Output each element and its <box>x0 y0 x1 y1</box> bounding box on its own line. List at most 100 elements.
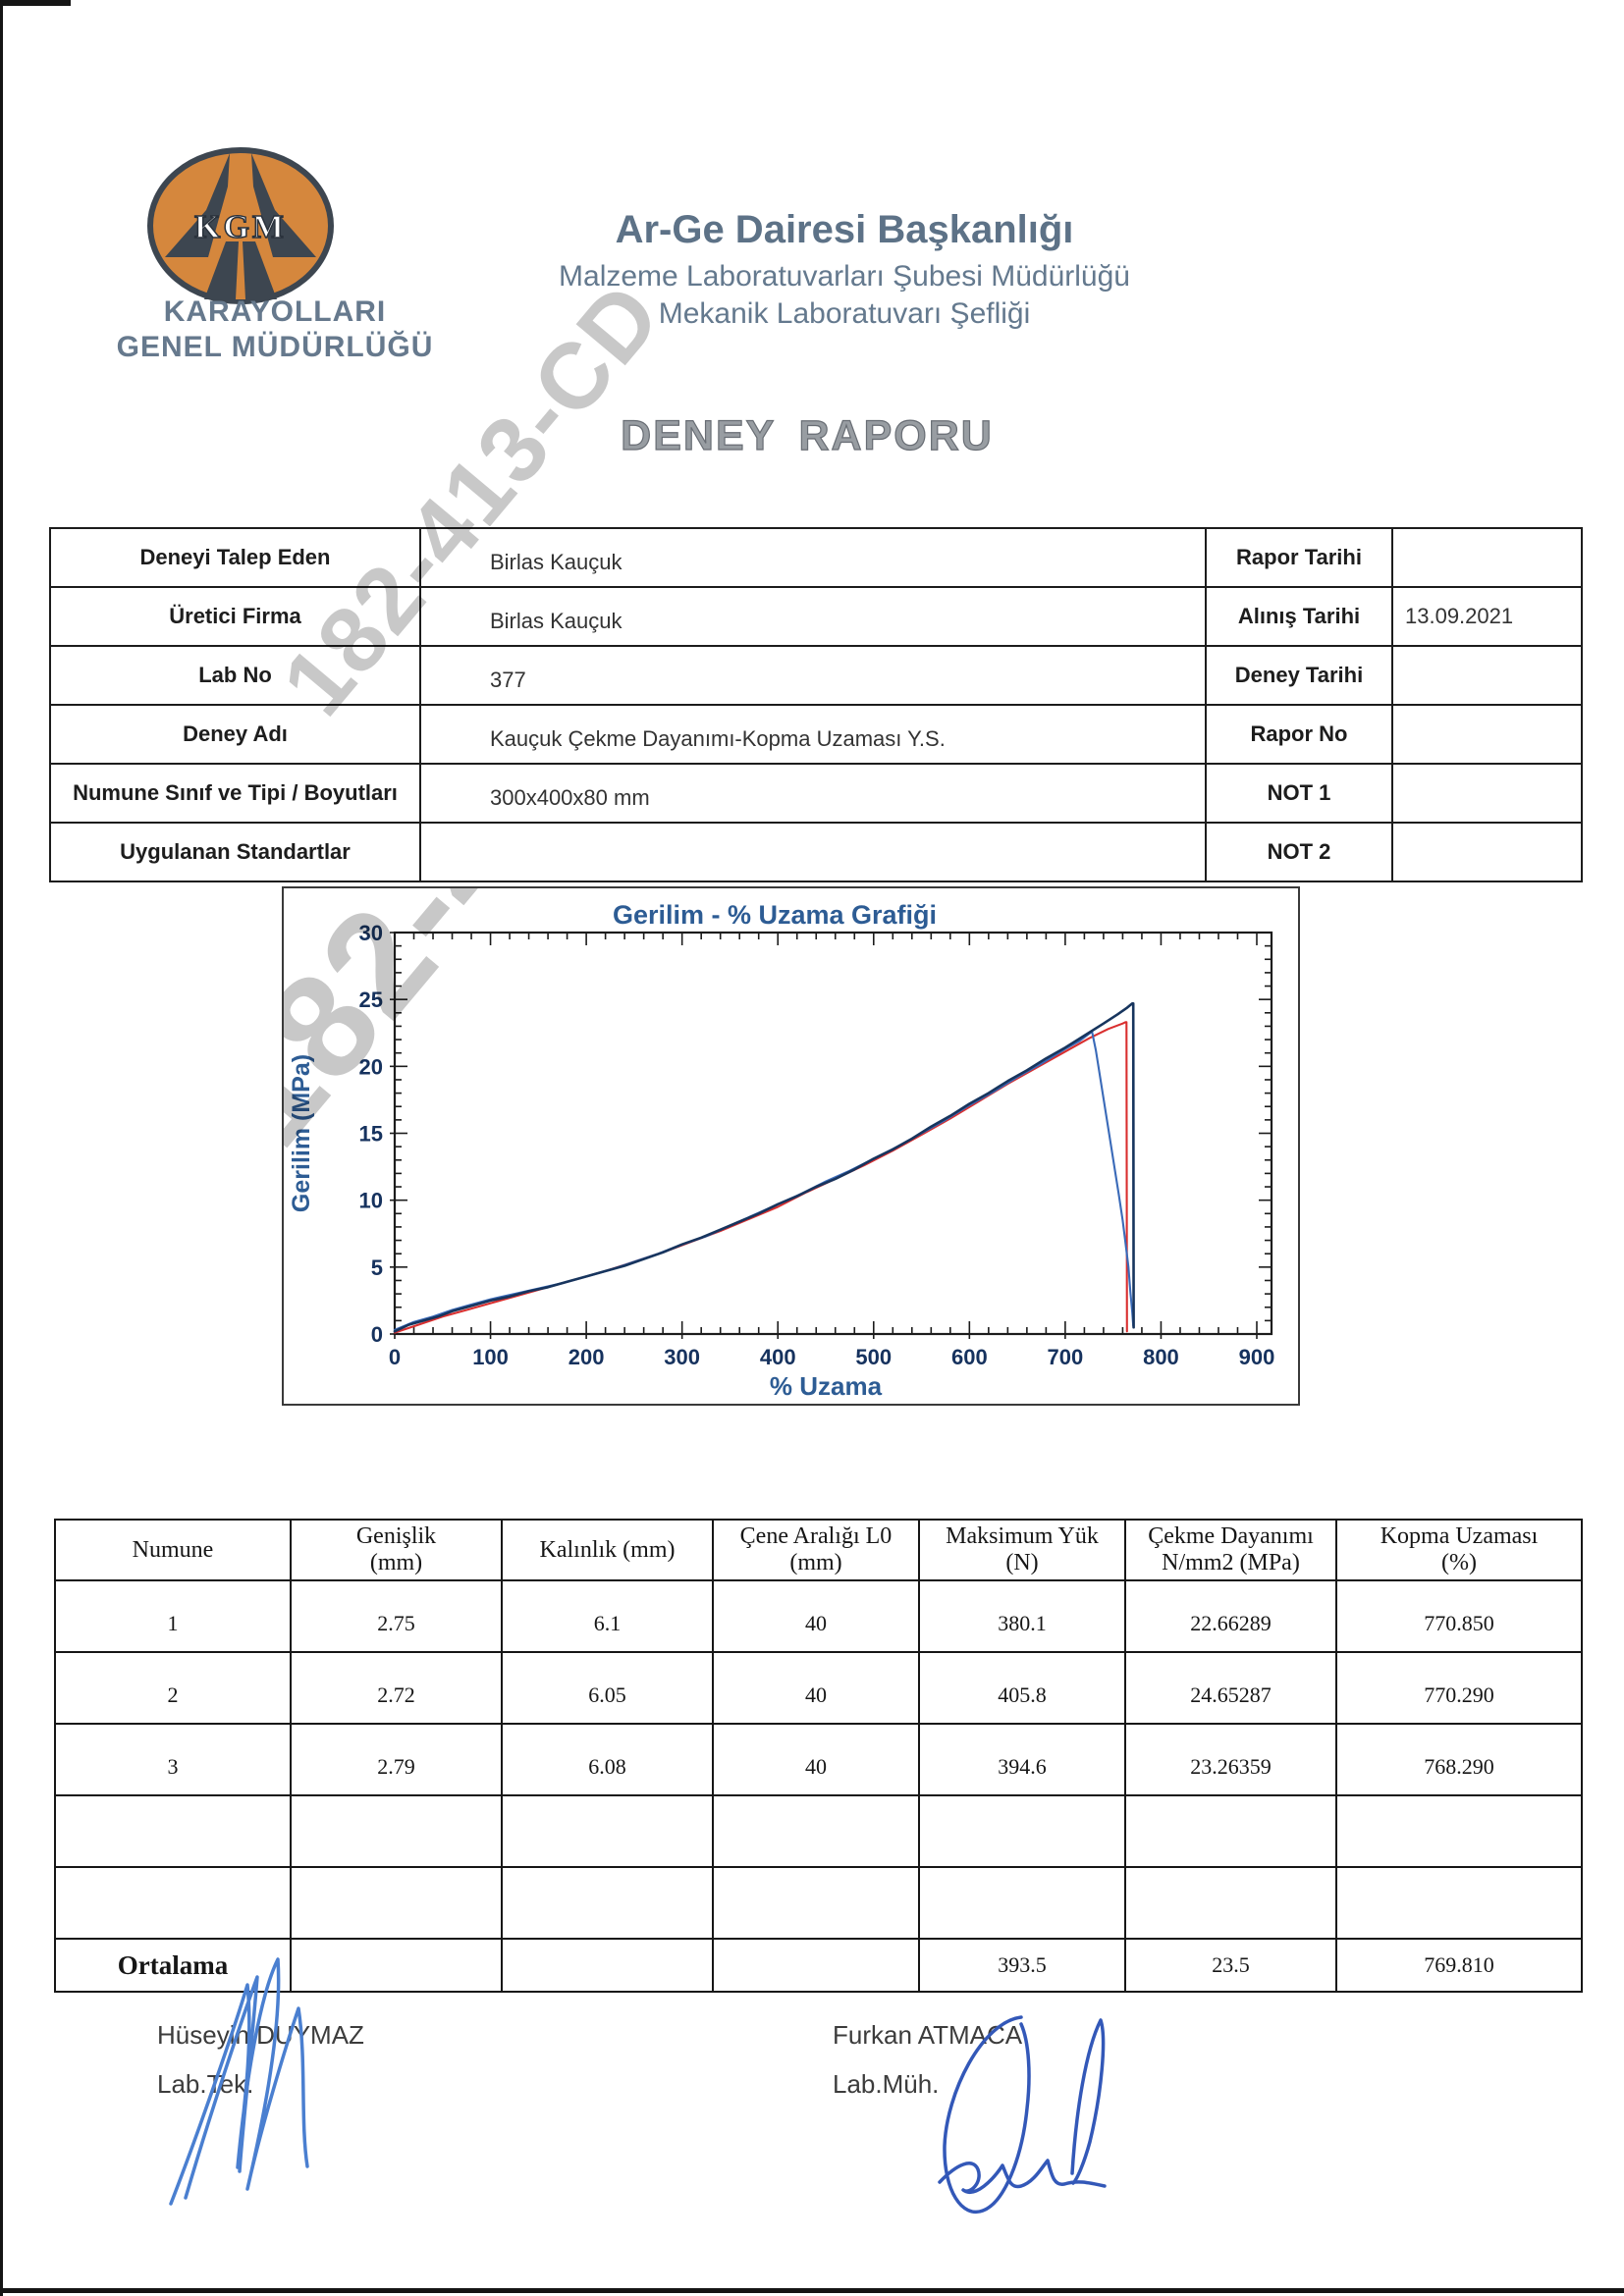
info-row: Numune Sınıf ve Tipi / Boyutları 300x400x… <box>49 763 1583 824</box>
results-data-cell <box>1124 1866 1337 1940</box>
results-data-cell <box>54 1866 292 1940</box>
results-data-cell: 40 <box>712 1723 920 1796</box>
info-value-cell <box>419 822 1207 882</box>
svg-text:100: 100 <box>472 1345 509 1369</box>
info-label-cell: Uygulanan Standartlar <box>49 822 421 882</box>
svg-text:15: 15 <box>359 1122 383 1147</box>
results-data-cell: 2.75 <box>290 1579 503 1653</box>
info-value2-cell <box>1391 763 1583 824</box>
results-data-row <box>54 1866 1583 1940</box>
info-value-cell: Kauçuk Çekme Dayanımı-Kopma Uzaması Y.S. <box>419 704 1207 765</box>
results-data-cell <box>290 1866 503 1940</box>
info-label2-cell: Rapor No <box>1205 704 1393 765</box>
info-label2-cell: NOT 1 <box>1205 763 1393 824</box>
svg-text:0: 0 <box>371 1322 383 1347</box>
results-data-cell <box>54 1794 292 1868</box>
results-data-cell: 6.1 <box>501 1579 714 1653</box>
info-value-cell: Birlas Kauçuk <box>419 527 1207 588</box>
info-value-cell: 377 <box>419 645 1207 706</box>
department-header: Ar-Ge Dairesi Başkanlığı Malzeme Laborat… <box>471 206 1218 332</box>
svg-text:25: 25 <box>359 988 383 1012</box>
results-data-cell: 23.26359 <box>1124 1723 1337 1796</box>
average-value-cell <box>501 1938 714 1993</box>
svg-text:0: 0 <box>389 1345 401 1369</box>
results-header-cell: Numune <box>54 1519 292 1581</box>
page-title: DENEY RAPORU <box>621 411 994 459</box>
svg-text:Gerilim (MPa): Gerilim (MPa) <box>288 1054 315 1212</box>
info-value-cell: Birlas Kauçuk <box>419 586 1207 647</box>
svg-text:30: 30 <box>359 921 383 945</box>
results-data-cell: 3 <box>54 1723 292 1796</box>
scan-edge-top-left <box>0 0 71 6</box>
department-line2: Malzeme Laboratuvarları Şubesi Müdürlüğü <box>559 260 1130 293</box>
results-average-row: Ortalama 393.5 23.5 769.810 <box>54 1938 1583 1993</box>
scan-edge-left <box>0 0 3 2296</box>
results-header-cell: Maksimum Yük (N) <box>918 1519 1126 1581</box>
average-value-cell <box>290 1938 503 1993</box>
results-data-cell <box>1124 1794 1337 1868</box>
results-data-cell <box>918 1794 1126 1868</box>
results-data-row <box>54 1794 1583 1868</box>
results-header-cell: Kalınlık (mm) <box>501 1519 714 1581</box>
svg-text:5: 5 <box>371 1255 383 1280</box>
results-data-cell: 6.05 <box>501 1651 714 1725</box>
signer-name: Furkan ATMACA <box>833 2020 1023 2050</box>
results-data-cell <box>501 1794 714 1868</box>
results-data-cell: 768.290 <box>1335 1723 1583 1796</box>
results-data-cell: 2.79 <box>290 1723 503 1796</box>
results-data-cell: 2 <box>54 1651 292 1725</box>
results-data-cell: 24.65287 <box>1124 1651 1337 1725</box>
results-header-cell: Genişlik (mm) <box>290 1519 503 1581</box>
signature-block-engineer: Furkan ATMACA Lab.Müh. <box>833 2010 1022 2109</box>
kgm-logo-icon: KGM <box>147 147 334 304</box>
results-data-cell: 405.8 <box>918 1651 1126 1725</box>
results-data-cell <box>712 1866 920 1940</box>
series-Numune 3 <box>393 1021 1128 1334</box>
results-data-row: 3 2.79 6.08 40 394.6 23.26359 768.290 <box>54 1723 1583 1796</box>
svg-text:400: 400 <box>760 1345 796 1369</box>
average-value-cell <box>712 1938 920 1993</box>
results-data-cell: 2.72 <box>290 1651 503 1725</box>
info-row: Deneyi Talep Eden Birlas Kauçuk Rapor Tari… <box>49 527 1583 588</box>
results-data-cell <box>918 1866 1126 1940</box>
info-value-cell: 300x400x80 mm <box>419 763 1207 824</box>
info-label2-cell: NOT 2 <box>1205 822 1393 882</box>
results-header-cell: Çekme Dayanımı N/mm2 (MPa) <box>1124 1519 1337 1581</box>
info-table: Deneyi Talep Eden Birlas Kauçuk Rapor Tari… <box>49 527 1583 882</box>
average-value-cell: 393.5 <box>918 1938 1126 1993</box>
signer-title: Lab.Müh. <box>833 2069 940 2099</box>
stress-strain-chart: Gerilim - % Uzama Grafiği 0 100 200 300 400 50… <box>282 886 1300 1406</box>
info-label2-cell: Rapor Tarihi <box>1205 527 1393 588</box>
average-value-cell: 23.5 <box>1124 1938 1337 1993</box>
results-data-cell <box>1335 1794 1583 1868</box>
results-data-cell: 770.290 <box>1335 1651 1583 1725</box>
signature-block-technician: Hüseyin DUYMAZ Lab.Tek. <box>157 2010 364 2109</box>
results-table: Numune Genişlik (mm) Kalınlık (mm) Çene Aral… <box>54 1519 1583 1993</box>
info-row: Deney Adı Kauçuk Çekme Dayanımı-Kopma Uza… <box>49 704 1583 765</box>
info-row: Lab No 377 Deney Tarihi <box>49 645 1583 706</box>
org-name-line2: GENEL MÜDÜRLÜĞÜ <box>116 331 434 363</box>
info-value2-cell <box>1391 645 1583 706</box>
svg-text:800: 800 <box>1143 1345 1179 1369</box>
svg-text:200: 200 <box>568 1345 605 1369</box>
results-data-cell <box>712 1794 920 1868</box>
info-label-cell: Deneyi Talep Eden <box>49 527 421 588</box>
svg-text:Gerilim - % Uzama Grafiği: Gerilim - % Uzama Grafiği <box>613 900 937 930</box>
info-label2-cell: Alınış Tarihi <box>1205 586 1393 647</box>
org-name-line1: KARAYOLLARI <box>163 295 387 328</box>
svg-text:20: 20 <box>359 1054 383 1079</box>
results-data-cell: 22.66289 <box>1124 1579 1337 1653</box>
results-data-row: 1 2.75 6.1 40 380.1 22.66289 770.850 <box>54 1579 1583 1653</box>
results-header-row: Numune Genişlik (mm) Kalınlık (mm) Çene Aral… <box>54 1519 1583 1581</box>
svg-text:% Uzama: % Uzama <box>770 1371 883 1401</box>
results-data-cell: 380.1 <box>918 1579 1126 1653</box>
info-label-cell: Üretici Firma <box>49 586 421 647</box>
svg-text:600: 600 <box>951 1345 988 1369</box>
kgm-logo: KGM <box>147 147 403 309</box>
results-data-cell: 770.850 <box>1335 1579 1583 1653</box>
info-value2-cell <box>1391 704 1583 765</box>
info-label-cell: Numune Sınıf ve Tipi / Boyutları <box>49 763 421 824</box>
signer-title: Lab.Tek. <box>157 2069 254 2099</box>
info-label2-cell: Deney Tarihi <box>1205 645 1393 706</box>
